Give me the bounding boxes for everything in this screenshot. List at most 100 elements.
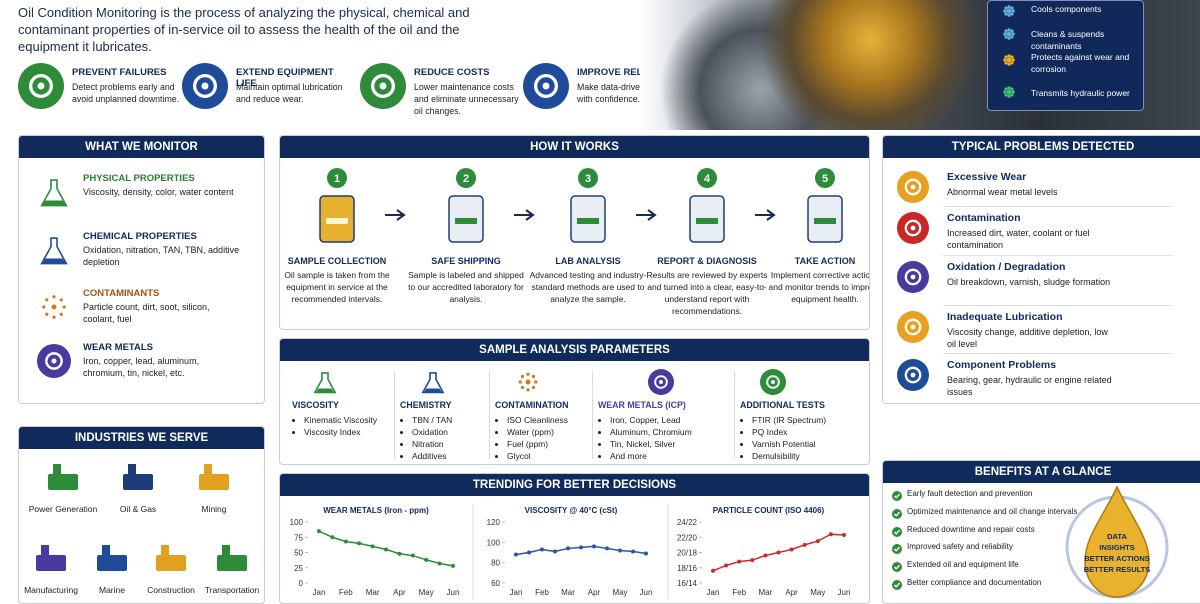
liquid bbox=[42, 258, 66, 264]
icon-ring bbox=[534, 74, 558, 98]
benefit-item: Early fault detection and prevention bbox=[907, 489, 1033, 498]
icon bbox=[1003, 5, 1015, 17]
parameter-title: WEAR METALS (ICP) bbox=[598, 400, 686, 410]
chart-title: PARTICLE COUNT (ISO 4406) bbox=[713, 506, 825, 515]
problems-panel: TYPICAL PROBLEMS DETECTED Excessive Wear A… bbox=[882, 135, 1200, 404]
x-tick-label: Apr bbox=[588, 588, 601, 597]
icon-ring bbox=[654, 375, 668, 389]
industry-icon bbox=[199, 464, 229, 490]
y-tick-label: 100 bbox=[290, 518, 304, 527]
parameter-title: CHEMISTRY bbox=[400, 400, 452, 410]
icon-core bbox=[379, 82, 387, 90]
parameter-item: Iron, Copper, Lead bbox=[610, 414, 750, 426]
dot bbox=[1010, 61, 1014, 65]
icon bbox=[313, 372, 337, 394]
benefits-panel: BENEFITS AT A GLANCE Early fault detectio… bbox=[882, 460, 1200, 604]
panel-title: BENEFITS AT A GLANCE bbox=[883, 461, 1200, 483]
icon bbox=[892, 580, 902, 590]
problem-text: Bearing, gear, hydraulic or engine relat… bbox=[947, 375, 1112, 397]
data-point bbox=[828, 532, 833, 537]
icon-core bbox=[201, 82, 209, 90]
icon bbox=[897, 212, 929, 244]
dot bbox=[1003, 9, 1007, 13]
parameter-list: FTIR (IR Spectrum)PQ IndexVarnish Potent… bbox=[740, 414, 869, 462]
check bbox=[894, 511, 901, 517]
benefit-item: Better compliance and documentation bbox=[907, 578, 1042, 587]
icon-core bbox=[659, 380, 663, 384]
problem-title: Inadequate Lubrication bbox=[947, 311, 1063, 323]
dot bbox=[45, 312, 49, 316]
column-divider bbox=[734, 371, 735, 459]
data-point bbox=[618, 548, 622, 553]
check bbox=[894, 582, 901, 588]
dot bbox=[52, 295, 56, 299]
industry-shape bbox=[217, 555, 247, 571]
dot bbox=[1010, 29, 1014, 33]
step-text: Oil sample is taken from the equipment i… bbox=[284, 270, 390, 304]
parameter-item: Nitration bbox=[412, 438, 502, 450]
industry-shape bbox=[53, 464, 61, 476]
feature-text: Make data-driven decisions with confiden… bbox=[577, 82, 685, 104]
parameter-title: ADDITIONAL TESTS bbox=[740, 400, 825, 410]
industry-shape bbox=[97, 555, 127, 571]
data-point bbox=[737, 559, 742, 564]
data-point bbox=[815, 539, 820, 544]
step-text: Advanced testing and industry-standard m… bbox=[529, 270, 647, 304]
data-point bbox=[397, 551, 402, 556]
dot bbox=[1011, 32, 1015, 36]
benefit-item: Extended oil and equipment life bbox=[907, 560, 1019, 570]
x-tick-label: Jun bbox=[447, 588, 460, 597]
data-point bbox=[370, 544, 375, 549]
parameters-panel: SAMPLE ANALYSIS PARAMETERS VISCOSITY Kinem… bbox=[279, 338, 870, 465]
feature-title: IMPROVE RELIABILITY bbox=[577, 67, 683, 78]
step-illustration bbox=[448, 195, 484, 243]
icon-core bbox=[910, 274, 916, 280]
dot bbox=[1003, 58, 1007, 62]
illustration-shape bbox=[814, 218, 836, 224]
dot bbox=[42, 305, 46, 309]
y-tick-label: 120 bbox=[487, 518, 501, 527]
parameter-list: Iron, Copper, LeadAluminum, ChromiumTin,… bbox=[598, 414, 750, 462]
parameter-item: Viscosity Index bbox=[304, 426, 404, 438]
monitor-text: Particle count, dirt, soot, silicon, coo… bbox=[83, 302, 210, 324]
step-text: Results are reviewed by experts and turn… bbox=[646, 270, 768, 316]
data-point bbox=[330, 535, 335, 540]
industry-icon bbox=[123, 464, 153, 490]
y-tick-label: 22/20 bbox=[677, 533, 698, 542]
dot bbox=[45, 298, 49, 302]
liquid bbox=[42, 200, 66, 206]
x-tick-label: Jan bbox=[510, 588, 523, 597]
y-tick-label: 80 bbox=[491, 559, 500, 568]
icon bbox=[360, 63, 406, 109]
x-tick-label: Feb bbox=[732, 588, 746, 597]
data-point bbox=[540, 547, 544, 552]
industry-shape bbox=[204, 464, 212, 476]
separator bbox=[943, 206, 1173, 207]
step-illustration bbox=[689, 195, 725, 243]
step-circle bbox=[815, 168, 835, 188]
industry-shape bbox=[102, 545, 110, 557]
icon bbox=[892, 508, 902, 519]
flow-arrow bbox=[636, 209, 657, 221]
icon bbox=[892, 491, 902, 501]
feature-title: REDUCE COSTS bbox=[414, 67, 490, 78]
industry-label: Power Generation bbox=[28, 504, 98, 514]
data-point bbox=[357, 541, 362, 546]
oil-functions-box: Cools components Cleans & suspends contam… bbox=[987, 0, 1144, 111]
oil-function: Cleans & suspends contaminants bbox=[1031, 29, 1105, 51]
icon-ring bbox=[193, 74, 217, 98]
icon-core bbox=[37, 82, 45, 90]
dot bbox=[1003, 32, 1007, 36]
y-tick-label: 25 bbox=[294, 564, 303, 573]
check bbox=[894, 547, 901, 553]
parameter-item: FTIR (IR Spectrum) bbox=[752, 414, 869, 426]
industry-label: Construction bbox=[147, 585, 195, 595]
problem-title: Excessive Wear bbox=[947, 171, 1027, 183]
x-tick-label: Jun bbox=[640, 588, 653, 597]
benefit-item: Improved safety and reliability bbox=[907, 542, 1013, 552]
panel-title: TRENDING FOR BETTER DECISIONS bbox=[280, 474, 869, 496]
oil-function: Cools components bbox=[1031, 4, 1102, 14]
problem-text: Increased dirt, water, coolant or fuel c… bbox=[947, 228, 1090, 250]
parameter-list: Kinematic ViscosityViscosity Index bbox=[292, 414, 404, 438]
industry-shape bbox=[199, 474, 229, 490]
